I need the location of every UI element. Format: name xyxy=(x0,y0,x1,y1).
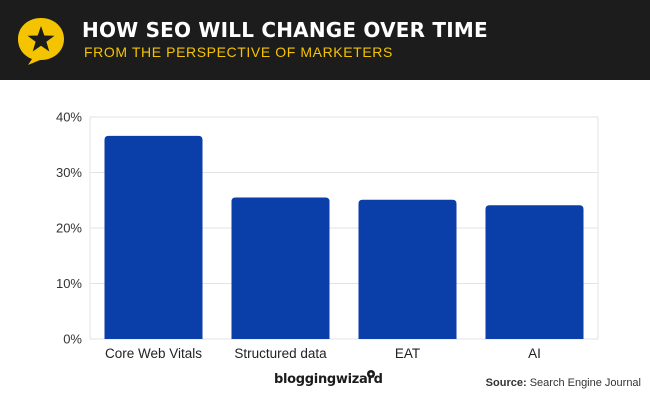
source-note: Source: Search Engine Journal xyxy=(486,377,641,389)
x-category-label: EAT xyxy=(395,346,420,361)
y-tick-label: 10% xyxy=(56,276,82,291)
y-tick-label: 0% xyxy=(63,332,82,347)
y-tick-label: 40% xyxy=(56,110,82,125)
source-label: Source: xyxy=(485,377,527,389)
page-title: HOW SEO WILL CHANGE OVER TIME xyxy=(82,18,488,42)
star-speech-bubble-icon xyxy=(18,18,64,65)
bar xyxy=(104,135,203,339)
header-banner: HOW SEO WILL CHANGE OVER TIME FROM THE P… xyxy=(0,0,650,80)
bar xyxy=(231,197,330,339)
x-category-label: AI xyxy=(528,346,541,361)
y-tick-label: 20% xyxy=(56,221,82,236)
y-tick-label: 30% xyxy=(56,165,82,180)
x-category-label: Structured data xyxy=(234,346,327,361)
page-subtitle: FROM THE PERSPECTIVE OF MARKETERS xyxy=(84,44,393,60)
x-category-label: Core Web Vitals xyxy=(105,346,202,361)
bar xyxy=(358,199,457,339)
bar-chart: 0% 10% 20% 30% 40% Core Web Vitals Structured … xyxy=(56,110,599,361)
bar xyxy=(485,205,584,339)
brand-logo-mark xyxy=(367,370,375,378)
brand-logo-text: bloggingwizard xyxy=(274,372,383,387)
source-value: Search Engine Journal xyxy=(529,377,641,389)
